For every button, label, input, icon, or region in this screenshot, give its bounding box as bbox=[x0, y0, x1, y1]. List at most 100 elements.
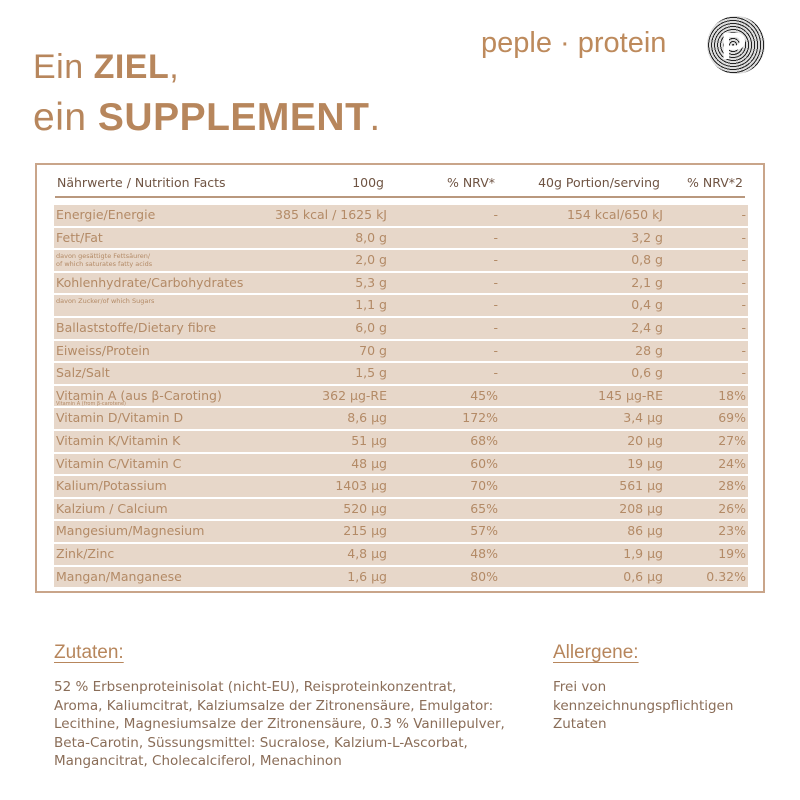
row-nrv2: - bbox=[741, 342, 746, 358]
row-nrv: - bbox=[493, 229, 498, 245]
table-row: Kalzium / Calcium 520 µg 65% 208 µg 26% bbox=[54, 498, 748, 520]
row-nrv: 57% bbox=[470, 523, 498, 539]
headline-line-2: ein SUPPLEMENT. bbox=[33, 96, 381, 139]
table-row: davon Zucker/of which Sugars 1,1 g - 0,4 g - bbox=[54, 295, 748, 316]
table-row: Salz/Salt 1,5 g - 0,6 g - bbox=[54, 363, 748, 384]
row-nrv: - bbox=[493, 207, 498, 222]
row-nrv2: 27% bbox=[718, 432, 746, 448]
ingredients-line: Aroma, Kaliumcitrat, Kalziumsalze der Zi… bbox=[54, 697, 494, 714]
row-portion: 20 µg bbox=[627, 432, 663, 448]
row-portion: 86 µg bbox=[627, 523, 663, 539]
row-name: Energie/Energie bbox=[56, 207, 156, 222]
row-nrv: 80% bbox=[470, 568, 498, 584]
row-100g: 385 kcal / 1625 kJ bbox=[275, 207, 387, 222]
row-100g: 70 g bbox=[359, 342, 387, 358]
row-nrv2: 24% bbox=[718, 455, 746, 471]
ingredients-line: 52 % Erbsenproteinisolat (nicht-EU), Rei… bbox=[54, 679, 457, 695]
row-nrv: 70% bbox=[470, 478, 498, 494]
allergens-line: Zutaten bbox=[553, 716, 607, 732]
row-100g: 1,6 µg bbox=[347, 568, 387, 584]
row-nrv2: - bbox=[741, 365, 746, 381]
row-name: Kohlenhydrate/Carbohydrates bbox=[56, 274, 244, 290]
row-100g: 1,5 g bbox=[355, 365, 387, 381]
header-portion: 40g Portion/serving bbox=[538, 175, 660, 190]
table-row: Mangesium/Magnesium 215 µg 57% 86 µg 23% bbox=[54, 521, 748, 542]
header-name: Nährwerte / Nutrition Facts bbox=[57, 175, 226, 190]
row-portion: 1,9 µg bbox=[623, 545, 663, 561]
row-nrv: 45% bbox=[470, 387, 498, 403]
table-header: Nährwerte / Nutrition Facts 100g % NRV* … bbox=[55, 175, 745, 198]
row-100g: 5,3 g bbox=[355, 274, 387, 290]
row-name: Fett/Fat bbox=[56, 229, 103, 245]
allergens-text: Frei von kennzeichnungspflichtigen Zutaten bbox=[553, 678, 733, 734]
row-100g: 362 µg-RE bbox=[322, 387, 387, 403]
row-nrv2: 19% bbox=[718, 545, 746, 561]
row-100g: 8,0 g bbox=[355, 229, 387, 245]
table-row: Vitamin A (aus β-Caroting) Vitamin A (fro… bbox=[54, 385, 748, 407]
row-nrv: - bbox=[493, 365, 498, 381]
header-nrv: % NRV* bbox=[446, 175, 495, 190]
row-portion: 0,6 µg bbox=[623, 568, 663, 584]
table-row: Energie/Energie 385 kcal / 1625 kJ - 154 kc… bbox=[54, 205, 748, 226]
table-row: davon gesättigte Fettsäuren/of which sat… bbox=[54, 250, 748, 271]
row-name: Kalium/Potassium bbox=[56, 478, 167, 494]
row-nrv2: 0.32% bbox=[706, 568, 746, 584]
row-nrv: - bbox=[493, 252, 498, 268]
row-nrv2: - bbox=[741, 207, 746, 222]
row-nrv2: 23% bbox=[718, 523, 746, 539]
table-row: Ballaststoffe/Dietary fibre 6,0 g - 2,4 g - bbox=[54, 317, 748, 339]
ingredients-line: Mangancitrat, Cholecalciferol, Menachino… bbox=[54, 753, 342, 769]
row-nrv2: - bbox=[741, 319, 746, 335]
row-portion: 3,2 g bbox=[631, 229, 663, 245]
header-100g: 100g bbox=[352, 175, 384, 190]
table-row: Zink/Zinc 4,8 µg 48% 1,9 µg 19% bbox=[54, 543, 748, 565]
row-portion: 0,8 g bbox=[631, 252, 663, 268]
row-name: Vitamin A (aus β-Caroting) bbox=[56, 387, 222, 403]
row-nrv: - bbox=[493, 297, 498, 313]
row-100g: 6,0 g bbox=[355, 319, 387, 335]
row-name: davon Zucker/of which Sugars bbox=[56, 297, 155, 306]
nutrition-table: Nährwerte / Nutrition Facts 100g % NRV* … bbox=[35, 163, 765, 593]
row-nrv: - bbox=[493, 319, 498, 335]
row-100g: 1403 µg bbox=[335, 478, 387, 494]
ingredients-line: Lecithine, Magnesiumsalze der Zitronensä… bbox=[54, 716, 505, 732]
row-nrv2: - bbox=[741, 274, 746, 290]
table-row: Vitamin K/Vitamin K 51 µg 68% 20 µg 27% bbox=[54, 430, 748, 452]
ingredients-line: Beta-Carotin, Süssungsmittel: Sucralose,… bbox=[54, 734, 468, 751]
row-nrv: 172% bbox=[462, 410, 498, 426]
table-row: Mangan/Manganese 1,6 µg 80% 0,6 µg 0.32% bbox=[54, 566, 748, 588]
row-100g: 4,8 µg bbox=[347, 545, 387, 561]
row-portion: 154 kcal/650 kJ bbox=[566, 207, 663, 222]
row-100g: 8,6 µg bbox=[347, 410, 387, 426]
row-100g: 2,0 g bbox=[355, 252, 387, 268]
row-nrv: 65% bbox=[470, 500, 498, 516]
row-portion: 2,4 g bbox=[631, 319, 663, 335]
row-nrv2: - bbox=[741, 252, 746, 268]
row-nrv2: - bbox=[741, 297, 746, 313]
row-nrv: 60% bbox=[470, 455, 498, 471]
row-nrv2: - bbox=[741, 229, 746, 245]
row-portion: 0,6 g bbox=[631, 365, 663, 381]
row-nrv: - bbox=[493, 274, 498, 290]
row-100g: 51 µg bbox=[351, 432, 387, 448]
row-name: Vitamin D/Vitamin D bbox=[56, 410, 184, 426]
row-name: Kalzium / Calcium bbox=[56, 500, 168, 516]
row-name: Vitamin C/Vitamin C bbox=[56, 455, 182, 471]
row-name: Mangan/Manganese bbox=[56, 568, 182, 584]
row-portion: 0,4 g bbox=[631, 297, 663, 313]
row-name: davon gesättigte Fettsäuren/of which sat… bbox=[56, 252, 153, 269]
allergens-line: kennzeichnungspflichtigen bbox=[553, 697, 734, 714]
row-portion: 561 µg bbox=[619, 478, 663, 494]
row-100g: 1,1 g bbox=[355, 297, 387, 313]
row-nrv: 48% bbox=[470, 545, 498, 561]
row-100g: 215 µg bbox=[343, 523, 387, 539]
table-row: Eiweiss/Protein 70 g - 28 g - bbox=[54, 340, 748, 362]
table-body: Energie/Energie 385 kcal / 1625 kJ - 154 kc… bbox=[54, 205, 748, 589]
table-row: Kohlenhydrate/Carbohydrates 5,3 g - 2,1 g - bbox=[54, 272, 748, 294]
row-name: Zink/Zinc bbox=[56, 545, 115, 561]
ingredients-title: Zutaten: bbox=[54, 642, 124, 663]
row-portion: 28 g bbox=[635, 342, 663, 358]
row-portion: 3,4 µg bbox=[623, 410, 663, 426]
row-portion: 19 µg bbox=[627, 455, 663, 471]
row-name: Salz/Salt bbox=[56, 365, 110, 381]
